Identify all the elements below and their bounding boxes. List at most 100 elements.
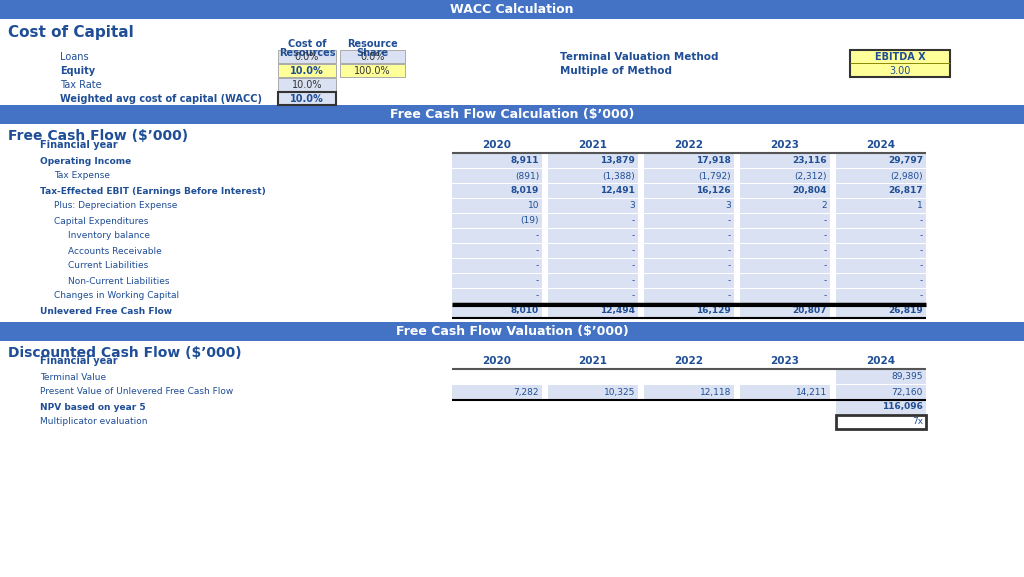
Text: -: - <box>536 291 539 301</box>
Bar <box>644 304 734 318</box>
Text: -: - <box>920 246 923 256</box>
Bar <box>836 370 926 384</box>
Bar <box>548 274 638 288</box>
Bar <box>452 244 542 258</box>
Bar <box>740 154 830 168</box>
Bar <box>548 244 638 258</box>
Text: 10.0%: 10.0% <box>292 80 323 89</box>
Text: (2,980): (2,980) <box>891 171 923 181</box>
Text: 0.0%: 0.0% <box>360 51 385 62</box>
Text: Unlevered Free Cash Flow: Unlevered Free Cash Flow <box>40 306 172 316</box>
Text: Operating Income: Operating Income <box>40 156 131 166</box>
Text: 89,395: 89,395 <box>892 373 923 381</box>
Text: 10: 10 <box>527 201 539 211</box>
Bar <box>836 184 926 198</box>
Text: -: - <box>920 261 923 271</box>
Text: -: - <box>536 246 539 256</box>
Bar <box>0 105 1024 124</box>
Text: (891): (891) <box>515 171 539 181</box>
Text: 8,019: 8,019 <box>511 186 539 196</box>
Text: 16,129: 16,129 <box>696 306 731 316</box>
Bar <box>740 304 830 318</box>
Text: 29,797: 29,797 <box>888 156 923 166</box>
Bar <box>452 214 542 228</box>
Text: Changes in Working Capital: Changes in Working Capital <box>54 291 179 301</box>
Bar <box>740 244 830 258</box>
Bar <box>836 400 926 414</box>
Text: WACC Calculation: WACC Calculation <box>451 3 573 16</box>
Text: EBITDA X: EBITDA X <box>874 51 926 62</box>
Text: Weighted avg cost of capital (WACC): Weighted avg cost of capital (WACC) <box>60 93 262 103</box>
Text: 12,491: 12,491 <box>600 186 635 196</box>
Bar <box>548 214 638 228</box>
Text: -: - <box>823 261 827 271</box>
Bar <box>644 274 734 288</box>
Text: Free Cash Flow Calculation ($’000): Free Cash Flow Calculation ($’000) <box>390 108 634 121</box>
Bar <box>836 244 926 258</box>
Text: 16,126: 16,126 <box>696 186 731 196</box>
Bar <box>452 229 542 243</box>
Bar <box>644 214 734 228</box>
Text: Free Cash Flow Valuation ($’000): Free Cash Flow Valuation ($’000) <box>395 325 629 338</box>
Bar <box>548 289 638 303</box>
Text: -: - <box>728 291 731 301</box>
Text: 0.0%: 0.0% <box>295 51 319 62</box>
Text: Resources: Resources <box>279 48 335 58</box>
Bar <box>548 154 638 168</box>
Text: 72,160: 72,160 <box>892 388 923 396</box>
Bar <box>740 385 830 399</box>
Text: 26,817: 26,817 <box>888 186 923 196</box>
Bar <box>740 229 830 243</box>
Text: Capital Expenditures: Capital Expenditures <box>54 216 148 226</box>
Text: Cost of Capital: Cost of Capital <box>8 25 134 40</box>
Text: Terminal Valuation Method: Terminal Valuation Method <box>560 51 719 62</box>
Bar <box>740 259 830 273</box>
Bar <box>340 50 406 63</box>
Text: 2020: 2020 <box>482 141 512 151</box>
Bar <box>644 169 734 183</box>
Text: -: - <box>920 216 923 226</box>
Bar <box>0 322 1024 341</box>
Text: -: - <box>920 231 923 241</box>
Bar <box>740 184 830 198</box>
Text: 3: 3 <box>630 201 635 211</box>
Text: 23,116: 23,116 <box>793 156 827 166</box>
Text: 116,096: 116,096 <box>882 403 923 411</box>
Text: 2: 2 <box>821 201 827 211</box>
Text: -: - <box>632 276 635 286</box>
Text: 2021: 2021 <box>579 141 607 151</box>
Text: Equity: Equity <box>60 66 95 76</box>
Text: Multiplicator evaluation: Multiplicator evaluation <box>40 418 147 426</box>
Text: Current Liabilities: Current Liabilities <box>68 261 148 271</box>
Text: Tax Rate: Tax Rate <box>60 80 101 89</box>
Bar <box>452 304 542 318</box>
Text: 8,911: 8,911 <box>511 156 539 166</box>
Bar <box>644 289 734 303</box>
Text: 17,918: 17,918 <box>696 156 731 166</box>
Bar <box>740 289 830 303</box>
Bar <box>644 229 734 243</box>
Bar <box>548 184 638 198</box>
Bar <box>740 199 830 213</box>
Bar <box>836 199 926 213</box>
Bar <box>278 92 336 105</box>
Text: Accounts Receivable: Accounts Receivable <box>68 246 162 256</box>
Bar <box>836 289 926 303</box>
Text: -: - <box>632 246 635 256</box>
Text: -: - <box>823 231 827 241</box>
Bar <box>850 50 950 77</box>
Text: 2023: 2023 <box>770 141 800 151</box>
Bar <box>548 199 638 213</box>
Bar <box>452 289 542 303</box>
Bar <box>644 154 734 168</box>
Bar <box>836 415 926 429</box>
Bar <box>836 154 926 168</box>
Text: 100.0%: 100.0% <box>354 66 391 76</box>
Text: Tax Expense: Tax Expense <box>54 171 110 181</box>
Text: Multiple of Method: Multiple of Method <box>560 66 672 76</box>
Text: -: - <box>728 231 731 241</box>
Bar <box>644 259 734 273</box>
Bar <box>644 244 734 258</box>
Text: 14,211: 14,211 <box>796 388 827 396</box>
Text: 2023: 2023 <box>770 357 800 366</box>
